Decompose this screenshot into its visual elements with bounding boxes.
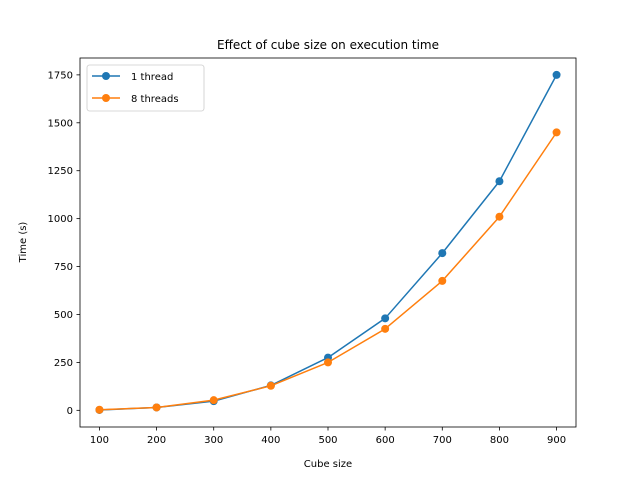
data-point bbox=[552, 128, 561, 137]
x-tick-label: 900 bbox=[547, 435, 566, 446]
x-tick-label: 600 bbox=[376, 435, 395, 446]
x-tick-label: 100 bbox=[90, 435, 109, 446]
legend-marker bbox=[102, 72, 110, 80]
y-tick-label: 750 bbox=[54, 262, 73, 273]
y-tick-label: 250 bbox=[54, 358, 73, 369]
data-point bbox=[438, 276, 447, 285]
y-tick-label: 500 bbox=[54, 310, 73, 321]
data-point bbox=[495, 177, 504, 186]
x-tick-label: 400 bbox=[261, 435, 280, 446]
data-point bbox=[438, 249, 447, 258]
data-point bbox=[95, 405, 104, 414]
x-axis-label: Cube size bbox=[304, 459, 352, 470]
legend-marker bbox=[102, 94, 110, 102]
y-tick-label: 1250 bbox=[48, 166, 73, 177]
plot-area: 100 200 300 400 500 600 700 800 900 0 250 500 750 100… bbox=[48, 57, 577, 446]
data-point bbox=[209, 396, 218, 405]
data-point bbox=[381, 324, 390, 333]
legend: 1 thread 8 threads bbox=[86, 64, 205, 112]
data-point bbox=[552, 70, 561, 79]
y-tick-label: 1500 bbox=[48, 118, 73, 129]
data-point bbox=[495, 212, 504, 221]
y-axis-label: Time (s) bbox=[18, 222, 29, 264]
x-tick-label: 200 bbox=[147, 435, 166, 446]
x-tick-label: 300 bbox=[204, 435, 223, 446]
y-tick-label: 0 bbox=[67, 406, 73, 417]
data-point bbox=[152, 403, 161, 412]
legend-label: 1 thread bbox=[131, 72, 173, 83]
y-tick-label: 1000 bbox=[48, 214, 73, 225]
data-point bbox=[381, 314, 390, 323]
y-tick-label: 1750 bbox=[48, 70, 73, 81]
data-point bbox=[266, 381, 275, 390]
x-tick-label: 800 bbox=[490, 435, 509, 446]
x-tick-label: 700 bbox=[433, 435, 452, 446]
data-point bbox=[324, 358, 332, 367]
legend-label: 8 threads bbox=[131, 94, 179, 105]
x-tick-label: 500 bbox=[318, 435, 337, 446]
chart-title: Effect of cube size on execution time bbox=[217, 38, 439, 52]
